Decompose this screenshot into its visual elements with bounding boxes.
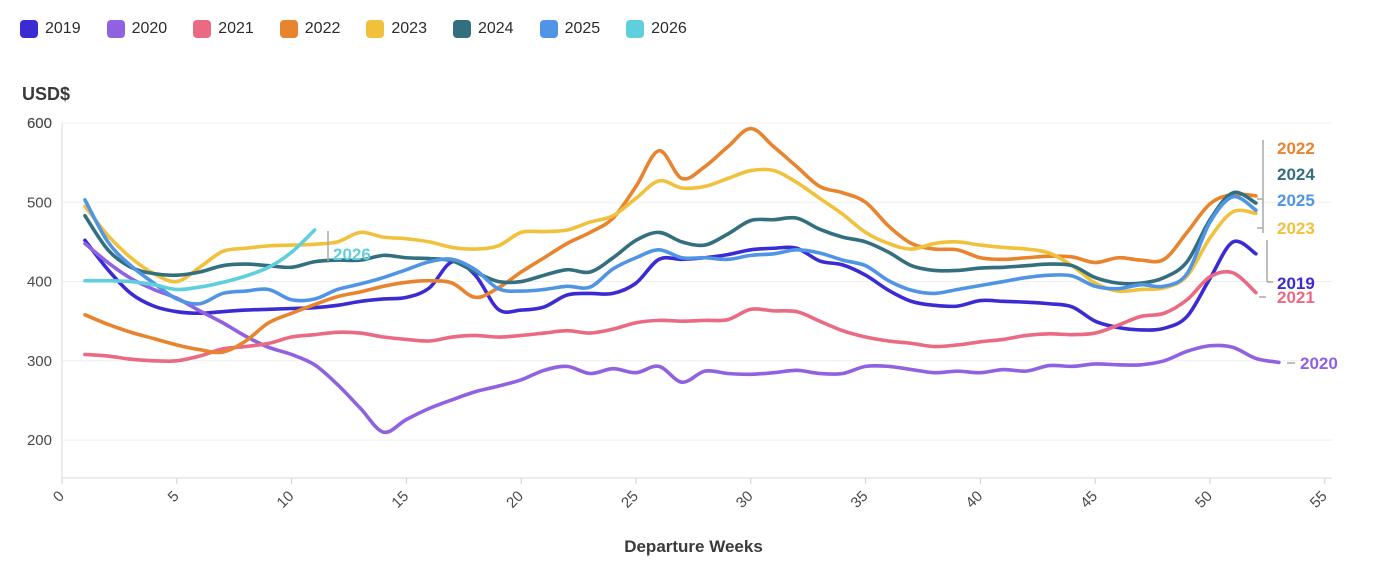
x-tick-label: 35 bbox=[848, 488, 872, 512]
x-tick-label: 50 bbox=[1192, 488, 1216, 512]
legend-label: 2026 bbox=[651, 20, 687, 37]
y-tick-label: 500 bbox=[27, 194, 52, 211]
x-axis-title: Departure Weeks bbox=[624, 537, 763, 556]
x-tick-label: 15 bbox=[388, 488, 412, 512]
legend-label: 2024 bbox=[477, 20, 514, 37]
x-tick-label: 5 bbox=[165, 488, 183, 506]
y-tick-label: 200 bbox=[27, 432, 52, 449]
series-end-label-2021: 2021 bbox=[1277, 288, 1315, 307]
x-tick-label: 10 bbox=[274, 488, 298, 512]
series-line-2026[interactable] bbox=[83, 228, 317, 292]
x-tick-label: 45 bbox=[1077, 488, 1101, 512]
series-end-label-2020: 2020 bbox=[1300, 354, 1338, 373]
series-line-2020[interactable] bbox=[83, 241, 1281, 435]
series-line-2021[interactable] bbox=[83, 269, 1258, 364]
series-line-2025[interactable] bbox=[83, 194, 1258, 306]
y-tick-label: 400 bbox=[27, 274, 52, 291]
x-tick-label: 30 bbox=[733, 488, 757, 512]
legend-item-2019[interactable]: 2019 bbox=[20, 20, 81, 38]
y-tick-label: 600 bbox=[27, 115, 52, 132]
series-end-label-2025: 2025 bbox=[1277, 191, 1315, 210]
legend-item-2022[interactable]: 2022 bbox=[279, 20, 341, 38]
series-end-label-2023: 2023 bbox=[1277, 219, 1315, 238]
x-tick-label: 25 bbox=[618, 488, 642, 512]
legend-label: 2019 bbox=[45, 20, 81, 37]
series-end-label-2022: 2022 bbox=[1277, 139, 1315, 158]
legend-swatch-2024 bbox=[452, 20, 471, 38]
legend-swatch-2019 bbox=[20, 20, 38, 38]
legend-item-2025[interactable]: 2025 bbox=[539, 20, 601, 38]
legend-item-2021[interactable]: 2021 bbox=[193, 20, 254, 38]
series-line-2023[interactable] bbox=[83, 167, 1258, 294]
y-axis-title: USD$ bbox=[22, 84, 71, 104]
legend-swatch-2025 bbox=[539, 20, 558, 38]
x-tick-label: 20 bbox=[503, 488, 527, 512]
series-end-label-2024: 2024 bbox=[1277, 165, 1315, 184]
x-tick-label: 40 bbox=[962, 488, 986, 512]
legend-swatch-2021 bbox=[193, 20, 212, 38]
legend-item-2026[interactable]: 2026 bbox=[626, 20, 687, 38]
series-line-2019[interactable] bbox=[83, 238, 1258, 332]
legend-swatch-2022 bbox=[279, 20, 298, 38]
legend-swatch-2020 bbox=[106, 20, 125, 38]
x-tick-label: 55 bbox=[1307, 488, 1331, 512]
legend-item-2020[interactable]: 2020 bbox=[106, 20, 168, 38]
legend-label: 2020 bbox=[131, 20, 168, 37]
legend-item-2023[interactable]: 2023 bbox=[366, 20, 427, 38]
legend-swatch-2026 bbox=[626, 20, 645, 38]
y-tick-label: 600 bbox=[27, 115, 52, 132]
legend-label: 2022 bbox=[304, 20, 341, 37]
series-line-2024[interactable] bbox=[83, 190, 1258, 286]
legend: 2019 2020 2021 2022 2023 2024 2025 2026 bbox=[20, 20, 687, 38]
legend-item-2024[interactable]: 2024 bbox=[452, 20, 514, 38]
legend-label: 2023 bbox=[391, 20, 427, 37]
series-end-label-2026: 2026 bbox=[333, 245, 371, 264]
legend-swatch-2023 bbox=[366, 20, 385, 38]
y-tick-label: 300 bbox=[27, 353, 52, 370]
series-line-2022[interactable] bbox=[83, 126, 1258, 355]
legend-label: 2021 bbox=[218, 20, 254, 37]
series-end-label-2019: 2019 bbox=[1277, 274, 1315, 293]
legend-label: 2025 bbox=[564, 20, 601, 37]
x-tick-label: 0 bbox=[50, 488, 68, 506]
